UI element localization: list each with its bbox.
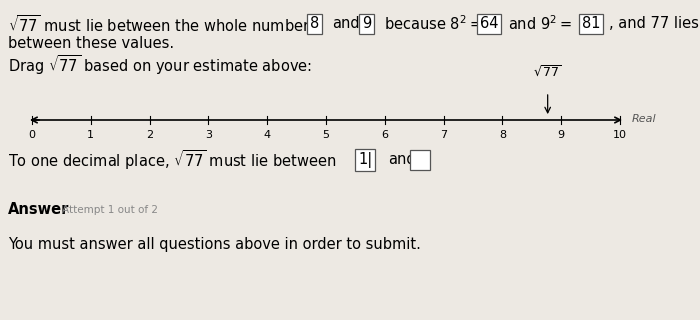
Text: 8: 8 <box>310 17 319 31</box>
Text: 9: 9 <box>362 17 371 31</box>
Text: 8: 8 <box>499 130 506 140</box>
Text: Answer: Answer <box>8 203 69 218</box>
Text: and $9^2 =$: and $9^2 =$ <box>508 15 572 33</box>
Text: 0: 0 <box>29 130 36 140</box>
Text: 10: 10 <box>613 130 627 140</box>
Text: 5: 5 <box>323 130 330 140</box>
Text: 2: 2 <box>146 130 153 140</box>
Text: 3: 3 <box>205 130 212 140</box>
Text: and: and <box>388 153 416 167</box>
Text: 4: 4 <box>264 130 271 140</box>
Text: $\sqrt{77}$ must lie between the whole numbers: $\sqrt{77}$ must lie between the whole n… <box>8 13 317 35</box>
Text: 81: 81 <box>582 17 601 31</box>
Text: 9: 9 <box>558 130 565 140</box>
Text: 7: 7 <box>440 130 447 140</box>
Text: and: and <box>332 17 360 31</box>
Text: 1|: 1| <box>358 152 372 168</box>
Text: Real: Real <box>632 114 657 124</box>
Text: To one decimal place, $\sqrt{77}$ must lie between: To one decimal place, $\sqrt{77}$ must l… <box>8 148 336 172</box>
Text: $\sqrt{77}$: $\sqrt{77}$ <box>533 65 562 80</box>
Text: 1: 1 <box>88 130 94 140</box>
Text: between these values.: between these values. <box>8 36 174 51</box>
Text: 64: 64 <box>480 17 498 31</box>
Text: , and 77 lies: , and 77 lies <box>609 17 699 31</box>
Text: 6: 6 <box>382 130 388 140</box>
Text: because $8^2 =$: because $8^2 =$ <box>384 15 482 33</box>
Text: Drag $\sqrt{77}$ based on your estimate above:: Drag $\sqrt{77}$ based on your estimate … <box>8 53 312 77</box>
Text: You must answer all questions above in order to submit.: You must answer all questions above in o… <box>8 237 421 252</box>
Text: Attempt 1 out of 2: Attempt 1 out of 2 <box>62 205 158 215</box>
